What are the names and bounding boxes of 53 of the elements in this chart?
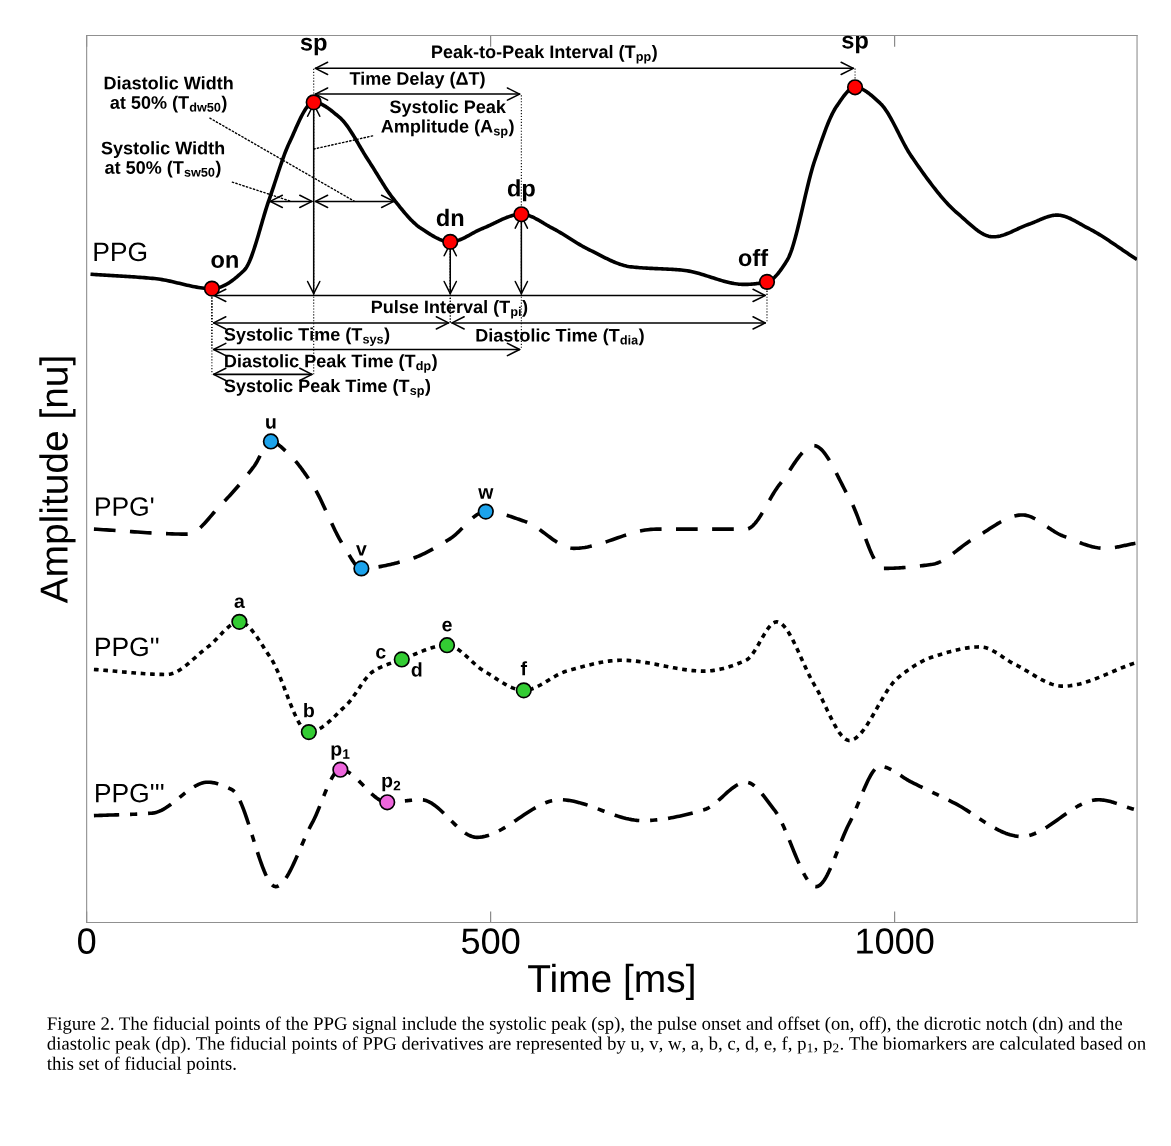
point xyxy=(513,206,530,223)
annotation: Systolic Time (T$_{sys}$) xyxy=(224,327,390,347)
x-axis-title: Time [ms] xyxy=(528,963,694,1001)
point xyxy=(379,794,396,811)
y-axis-title: Amplitude [nu] xyxy=(39,357,76,604)
x-tick-label: 0 xyxy=(78,928,96,954)
annotation: Systolic Peak Amplitude (A$_{sp}$) xyxy=(381,99,514,138)
annotation: Diastolic Time (T$_{dia}$) xyxy=(476,328,644,346)
annotation: b xyxy=(304,703,314,718)
series-label: PPG'' xyxy=(96,637,159,657)
annotation: Diastolic Width at 50% (T$_{dw50}$) xyxy=(104,76,233,113)
point xyxy=(438,637,456,654)
annotation: e xyxy=(442,620,452,632)
annotation: v xyxy=(356,545,367,556)
text: Peak-to-Peak Interval (T$_{pp}$) xyxy=(432,44,657,64)
annotation: a xyxy=(234,597,245,609)
x-tick-label: 500 xyxy=(461,928,520,954)
x-tick-label: 1000 xyxy=(857,928,934,954)
point xyxy=(203,280,221,297)
point xyxy=(332,761,349,778)
point xyxy=(515,682,532,699)
series-label: PPG''' xyxy=(96,783,164,803)
point xyxy=(846,79,864,96)
point xyxy=(442,233,459,250)
point xyxy=(231,613,248,630)
annotation: Pulse Interval (T$_{pi}$) xyxy=(371,300,528,319)
text: Figure 2. The fiducial points of the PPG signal include the systolic peak (sp), the pulse onset and offset (on, off), the dicrotic notch (dn) and the diastolic peak (dp). The fiducial points of PPG derivatives are represented by u, v, w, a, b, c, d, e, f, p$_{1}$, p$_{2}$. The biomarkers are calculated based on this set of fiducial points. xyxy=(47,1016,1146,1074)
annotation: d xyxy=(411,662,422,677)
annotation: off xyxy=(738,248,769,267)
annotation: dn xyxy=(436,208,464,227)
annotation: on xyxy=(211,254,238,268)
point xyxy=(477,503,494,520)
annotation: p$_{1}$ xyxy=(331,745,350,760)
annotation: dp xyxy=(507,179,535,202)
annotation: sp xyxy=(842,35,868,54)
annotation: Systolic Width at 50% (T$_{sw50}$) xyxy=(101,141,225,178)
annotation: Time Delay (ΔT) xyxy=(349,71,485,89)
annotation: w xyxy=(478,488,494,499)
annotation: u xyxy=(266,418,276,429)
series-label: PPG xyxy=(94,242,147,262)
series-label: PPG' xyxy=(96,497,154,516)
point xyxy=(262,433,279,450)
annotation: p$_{2}$ xyxy=(382,776,401,792)
annotation: Systolic Peak Time (T$_{sp}$) xyxy=(224,378,431,398)
point xyxy=(758,273,776,291)
annotation: f xyxy=(520,661,528,676)
point xyxy=(393,651,410,668)
annotation: c xyxy=(376,648,386,659)
annotation: Diastolic Peak Time (T$_{dp}$) xyxy=(225,354,437,373)
point xyxy=(305,94,322,111)
point xyxy=(353,560,370,577)
point xyxy=(300,723,317,741)
annotation: sp xyxy=(300,37,327,56)
